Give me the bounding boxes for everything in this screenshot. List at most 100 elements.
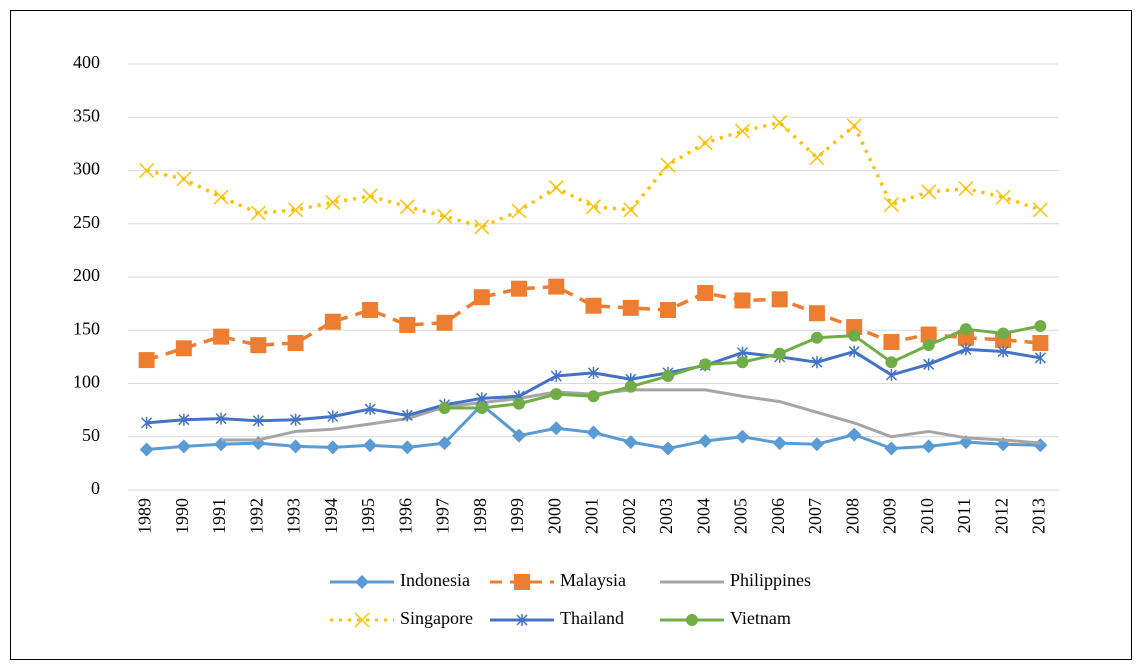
y-tick-label: 200 (73, 265, 100, 285)
data-point (959, 323, 972, 336)
legend-marker-shape (516, 614, 528, 626)
legend-label: Vietnam (730, 608, 791, 628)
data-point (327, 410, 339, 423)
data-point (1032, 335, 1049, 352)
data-point (624, 380, 637, 393)
x-tick-label: 2012 (991, 498, 1011, 534)
y-tick-label: 350 (73, 105, 100, 125)
data-point (697, 135, 713, 151)
data-point (176, 171, 192, 187)
x-tick-label: 1995 (358, 498, 378, 534)
data-point (736, 356, 749, 369)
legend-marker-shape (514, 574, 530, 590)
data-point (139, 162, 155, 179)
data-point (401, 409, 413, 422)
data-point (324, 313, 341, 330)
legend-marker (354, 612, 370, 628)
data-point (252, 414, 264, 427)
data-point (364, 403, 376, 416)
legend-label: Singapore (400, 608, 473, 628)
data-point (511, 280, 528, 297)
data-point (921, 184, 937, 200)
legend-marker (514, 574, 530, 590)
x-tick-label: 1996 (395, 498, 415, 534)
data-point (139, 442, 154, 457)
x-tick-label: 1991 (209, 498, 229, 534)
data-point (883, 197, 899, 213)
data-point (215, 412, 227, 425)
data-point (622, 299, 639, 316)
data-point (808, 305, 825, 322)
data-point (362, 302, 379, 319)
data-point (213, 189, 229, 205)
data-point (885, 368, 897, 381)
data-point (623, 435, 638, 450)
y-tick-label: 0 (91, 478, 100, 498)
data-point (138, 352, 155, 369)
data-point (809, 437, 824, 452)
y-tick-label: 250 (73, 212, 100, 232)
x-tick-label: 2000 (544, 498, 564, 534)
y-tick-label: 400 (73, 52, 100, 72)
data-point (178, 413, 190, 426)
data-point (550, 370, 562, 383)
legend-marker-shape (686, 614, 698, 626)
data-point (473, 289, 490, 306)
legend-marker (516, 614, 528, 626)
data-point (922, 339, 935, 352)
data-point (809, 150, 825, 166)
data-point (771, 291, 788, 308)
data-point (995, 189, 1011, 205)
data-point (997, 327, 1010, 340)
y-tick-label: 50 (82, 425, 100, 445)
legend-marker-shape (355, 575, 369, 589)
data-point (810, 331, 823, 344)
x-tick-label: 2011 (954, 498, 974, 533)
legend-label: Philippines (730, 570, 811, 590)
data-point (290, 413, 302, 426)
data-point (548, 278, 565, 295)
data-point (213, 328, 230, 345)
x-tick-label: 2009 (880, 498, 900, 534)
x-tick-label: 1999 (507, 498, 527, 534)
data-point (175, 340, 192, 357)
data-point (958, 181, 974, 197)
data-point (550, 388, 563, 401)
data-point (1032, 202, 1048, 218)
data-point (699, 358, 712, 371)
x-tick-label: 2013 (1029, 498, 1049, 534)
data-point (288, 202, 304, 218)
data-point (772, 436, 787, 451)
data-point (661, 370, 674, 383)
data-point (773, 347, 786, 360)
data-point (697, 284, 714, 301)
data-point (772, 115, 788, 131)
data-point (734, 292, 751, 309)
data-point (957, 329, 974, 346)
x-tick-label: 1998 (470, 498, 490, 534)
data-point (587, 366, 600, 379)
data-point (475, 401, 488, 414)
data-point (623, 202, 639, 218)
data-point (811, 356, 823, 369)
data-point (846, 118, 862, 134)
legend-marker-shape (354, 612, 370, 628)
data-point (885, 356, 898, 369)
data-point (923, 358, 935, 371)
data-point (176, 439, 191, 454)
legend-marker (355, 575, 369, 589)
data-point (698, 434, 713, 449)
x-tick-label: 2008 (842, 498, 862, 534)
data-point (585, 297, 602, 314)
x-tick-label: 1992 (246, 498, 266, 534)
data-point (362, 188, 378, 204)
data-point (436, 314, 453, 331)
data-point (884, 441, 899, 456)
data-point (660, 157, 676, 173)
legend-label: Indonesia (400, 570, 470, 590)
data-point (883, 333, 900, 350)
data-point (250, 205, 266, 221)
x-tick-label: 2005 (731, 498, 751, 534)
data-point (1034, 319, 1047, 332)
